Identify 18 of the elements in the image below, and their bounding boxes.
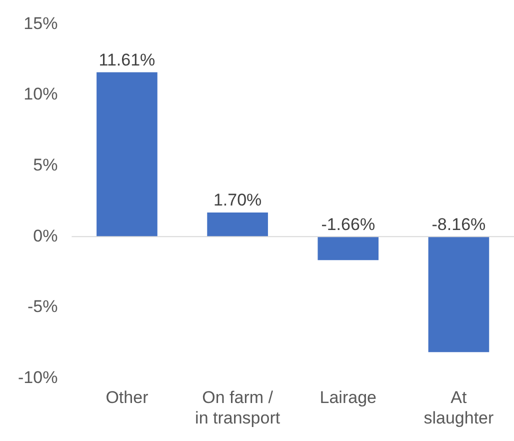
data-label: -8.16% xyxy=(432,214,486,234)
bar xyxy=(207,212,268,237)
bar xyxy=(318,236,379,260)
y-tick-label: 10% xyxy=(24,84,58,104)
y-tick-label: -5% xyxy=(27,297,58,316)
x-tick-label: At slaughter xyxy=(424,388,494,428)
data-label: -1.66% xyxy=(321,214,376,234)
y-tick-label: 5% xyxy=(33,155,58,174)
y-tick-label: 0% xyxy=(33,226,58,246)
y-tick-label: -10% xyxy=(18,368,58,387)
bar xyxy=(96,72,158,237)
data-label: 11.61% xyxy=(98,50,156,70)
bar xyxy=(428,236,490,352)
x-tick-label: Other xyxy=(106,388,149,408)
x-tick-label: Lairage xyxy=(320,388,376,408)
y-tick-label: 15% xyxy=(24,14,58,33)
data-label: 1.70% xyxy=(213,190,262,210)
x-tick-label: On farm / in transport xyxy=(195,388,280,428)
